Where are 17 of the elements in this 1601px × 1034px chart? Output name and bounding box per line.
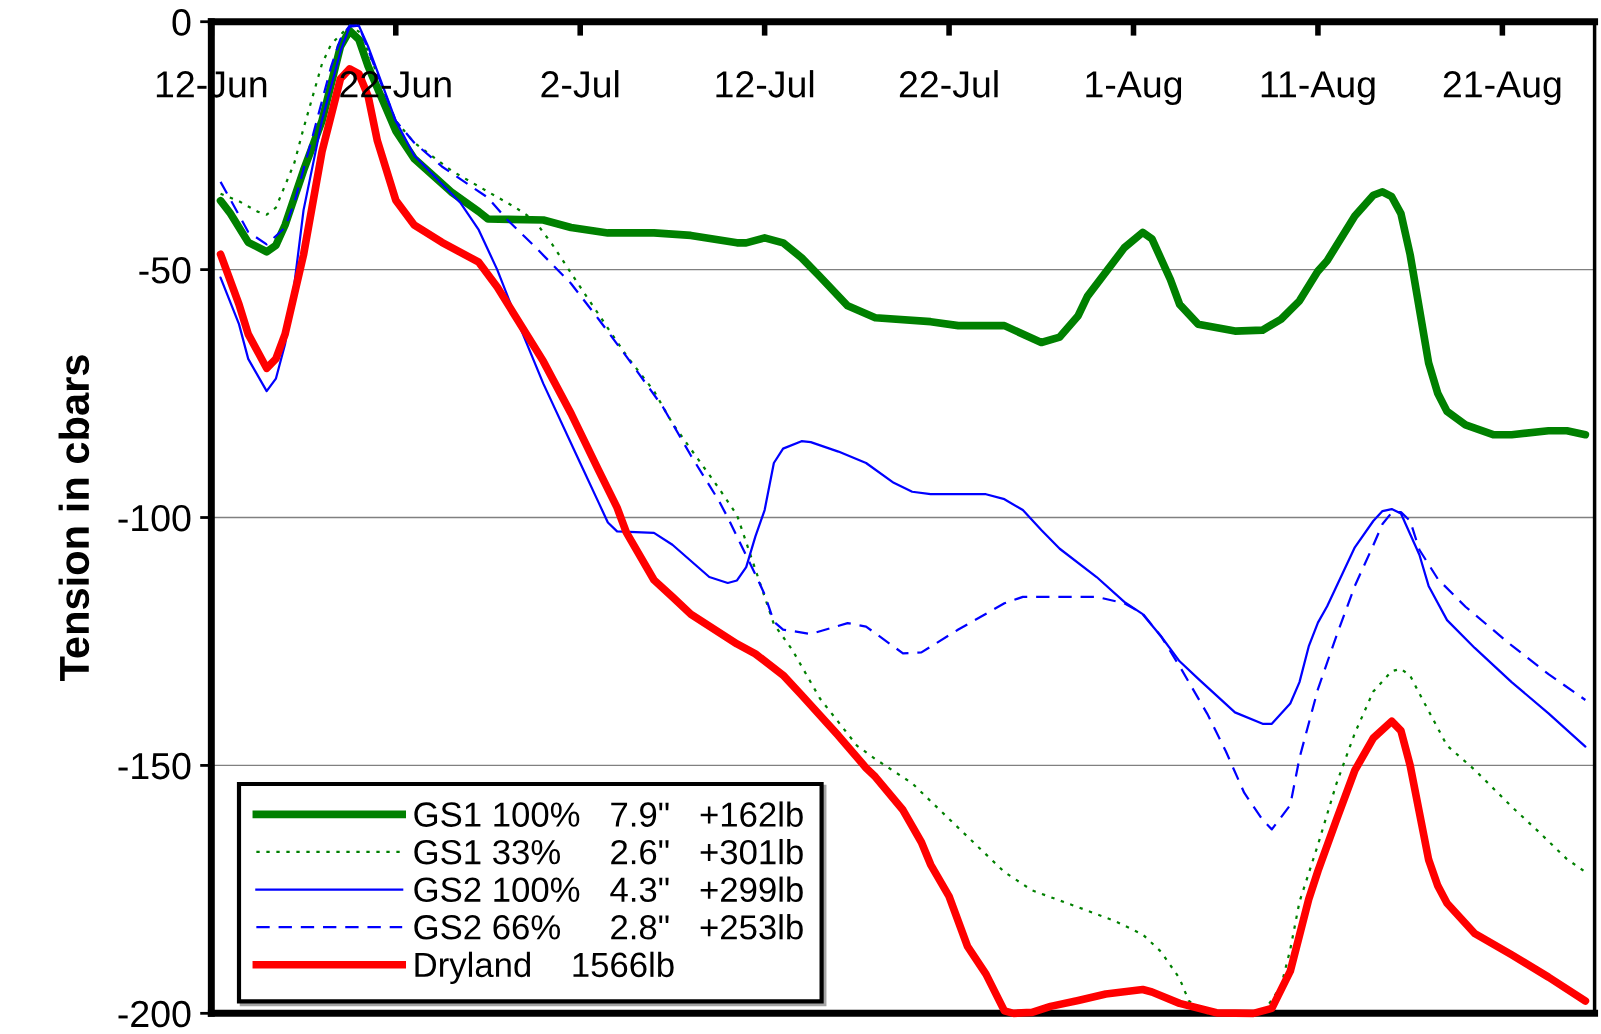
x-tick-label: 22-Jul <box>899 70 998 98</box>
y-tick-label: 0 <box>172 9 191 36</box>
x-tick-label: 11-Aug <box>1261 71 1375 106</box>
legend-label: GS2 100% 4.3" +299lb <box>414 876 803 903</box>
y-tick-label: -100 <box>118 504 191 532</box>
legend-label: GS1 100% 7.9" +162lb <box>414 801 803 827</box>
legend-label: Dryland 1566lb <box>415 951 674 985</box>
x-tick-label: 2-Jul <box>541 70 619 98</box>
y-tick-label: -50 <box>139 257 191 284</box>
x-tick-label: 21-Aug <box>1443 71 1561 106</box>
y-axis-title: Tension in cbars <box>58 355 90 682</box>
legend-label: GS2 66% 2.8" +253lb <box>414 914 803 940</box>
x-tick-label: 1-Aug <box>1086 71 1182 106</box>
y-tick-label: -200 <box>118 1000 191 1028</box>
legend-label: GS1 33% 2.6" +301lb <box>414 838 803 865</box>
x-tick-label: 12-Jul <box>716 70 814 98</box>
y-tick-label: -150 <box>118 752 191 780</box>
